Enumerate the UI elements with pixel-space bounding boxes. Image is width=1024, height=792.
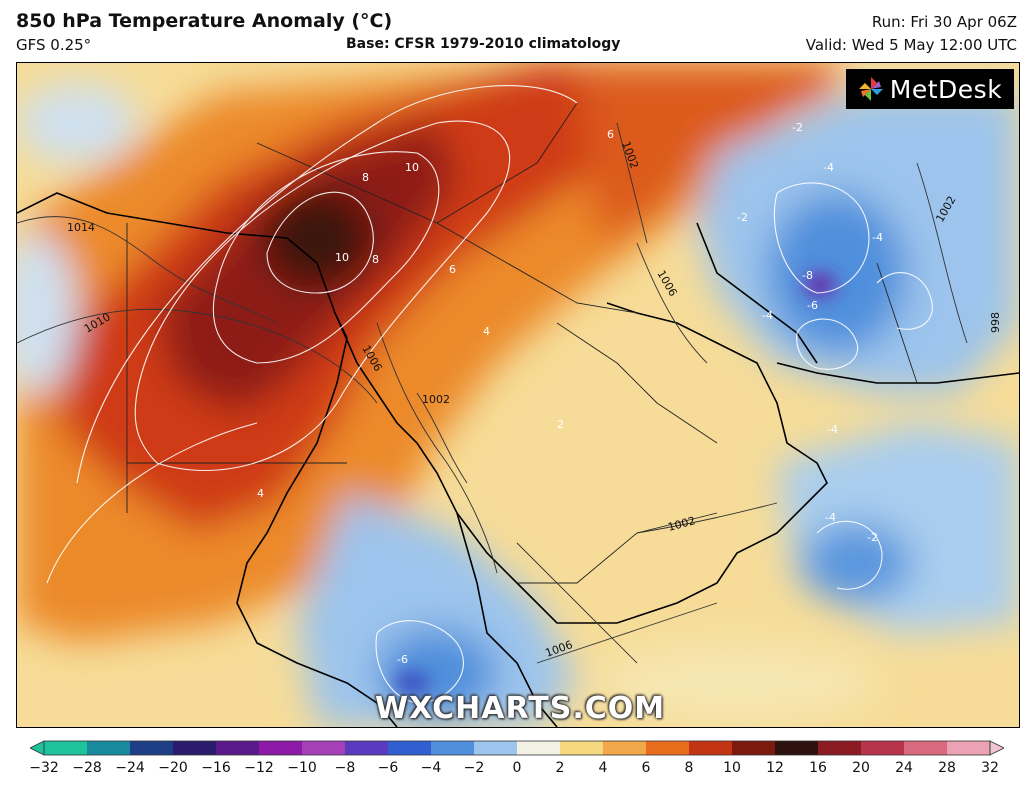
contour-label: 10 <box>335 251 349 264</box>
colorbar-tick-label: −10 <box>287 760 317 776</box>
colorbar-min-arrow <box>30 740 45 756</box>
colorbar-segment <box>818 741 862 755</box>
colorbar-tick-label: 24 <box>895 760 913 776</box>
contour-label: -2 <box>737 211 748 224</box>
colorbar-segment <box>517 741 561 755</box>
colorbar-tick-label: 12 <box>766 760 784 776</box>
anomaly-map: 1014 1010 1006 1002 1006 1002 1002 1006 … <box>16 62 1020 728</box>
anomaly-contours <box>46 85 933 704</box>
colorbar-segment <box>646 741 690 755</box>
colorbar-segment <box>216 741 260 755</box>
model-label: GFS 0.25° <box>16 36 92 54</box>
colorbar-tick-label: 6 <box>641 760 651 776</box>
colorbar-tick-label: −12 <box>244 760 274 776</box>
colorbar-tick-label: 4 <box>598 760 608 776</box>
contour-label: -4 <box>825 511 836 524</box>
wxcharts-watermark: WXCHARTS.COM <box>375 691 666 726</box>
colorbar-outline <box>43 740 991 756</box>
contour-label: -4 <box>827 423 838 436</box>
coastlines <box>17 192 1019 727</box>
contour-label: -2 <box>792 121 803 134</box>
colorbar <box>30 740 1004 756</box>
contour-label: -4 <box>762 309 773 322</box>
contour-label: 4 <box>483 325 490 338</box>
colorbar-tick-label: 20 <box>852 760 870 776</box>
anomaly-field <box>17 63 1019 727</box>
colorbar-tick-label: −8 <box>334 760 356 776</box>
run-time: Run: Fri 30 Apr 06Z <box>871 13 1017 31</box>
colorbar-tick-label: 28 <box>938 760 956 776</box>
isobar-label: 998 <box>989 312 1002 333</box>
colorbar-tick-label: 8 <box>684 760 694 776</box>
colorbar-tick-label: 0 <box>512 760 522 776</box>
colorbar-segment <box>474 741 518 755</box>
contour-label: 2 <box>557 418 564 431</box>
colorbar-segment <box>44 741 88 755</box>
colorbar-tick-label: 2 <box>555 760 565 776</box>
colorbar-segment <box>87 741 131 755</box>
colorbar-segment <box>173 741 217 755</box>
contour-label: -8 <box>802 269 813 282</box>
contour-label: 4 <box>257 487 264 500</box>
colorbar-segment <box>947 741 991 755</box>
colorbar-tick-label: 16 <box>809 760 827 776</box>
colorbar-segment <box>388 741 432 755</box>
colorbar-segment <box>775 741 819 755</box>
colorbar-tick-label: −6 <box>377 760 399 776</box>
colorbar-tick-label: −20 <box>158 760 188 776</box>
colorbar-tick-label: 32 <box>981 760 999 776</box>
colorbar-segment <box>302 741 346 755</box>
contour-label: 8 <box>372 253 379 266</box>
colorbar-segment <box>732 741 776 755</box>
colorbar-tick-label: 10 <box>723 760 741 776</box>
isobar-label: 1014 <box>67 221 95 234</box>
contour-label: -4 <box>823 161 834 174</box>
contour-label: 10 <box>405 161 419 174</box>
map-canvas: 1014 1010 1006 1002 1006 1002 1002 1006 … <box>17 63 1019 727</box>
climatology-base: Base: CFSR 1979-2010 climatology <box>346 36 621 52</box>
colorbar-tick-label: −16 <box>201 760 231 776</box>
colorbar-segment <box>689 741 733 755</box>
contour-label: 6 <box>449 263 456 276</box>
isobar-label: 1002 <box>422 393 450 406</box>
metdesk-wordmark: MetDesk <box>889 74 1003 104</box>
colorbar-segment <box>345 741 389 755</box>
colorbar-segment <box>431 741 475 755</box>
metdesk-logo: MetDesk <box>846 69 1014 109</box>
colorbar-tick-label: −4 <box>420 760 442 776</box>
contour-label: -4 <box>872 231 883 244</box>
contour-label: 6 <box>607 128 614 141</box>
metdesk-pinwheel-icon <box>858 77 883 101</box>
country-borders <box>126 102 918 584</box>
contour-label: -6 <box>397 653 408 666</box>
colorbar-segment <box>259 741 303 755</box>
contour-label: -6 <box>807 299 818 312</box>
isobars <box>17 122 968 664</box>
colorbar-segment <box>603 741 647 755</box>
contour-label: 8 <box>362 171 369 184</box>
colorbar-tick-label: −32 <box>29 760 59 776</box>
colorbar-tick-label: −24 <box>115 760 145 776</box>
colorbar-tick-label: −28 <box>72 760 102 776</box>
contour-label: -2 <box>867 531 878 544</box>
colorbar-tick-label: −2 <box>463 760 485 776</box>
colorbar-ticks: −32 −28 −24 −20 −16 −12 −10 −8 −6 −4 −2 0 2 4 6 8 10 12 16… <box>0 760 1024 782</box>
colorbar-segment <box>904 741 948 755</box>
colorbar-segment <box>560 741 604 755</box>
valid-time: Valid: Wed 5 May 12:00 UTC <box>805 36 1017 54</box>
contour-labels: 10 10 8 8 6 6 4 4 2 -2 -4 -4 -2 -6 -4 -8… <box>257 121 883 666</box>
colorbar-segment <box>861 741 905 755</box>
colorbar-segment <box>130 741 174 755</box>
colorbar-max-arrow <box>989 740 1004 756</box>
chart-title: 850 hPa Temperature Anomaly (°C) <box>16 10 393 32</box>
